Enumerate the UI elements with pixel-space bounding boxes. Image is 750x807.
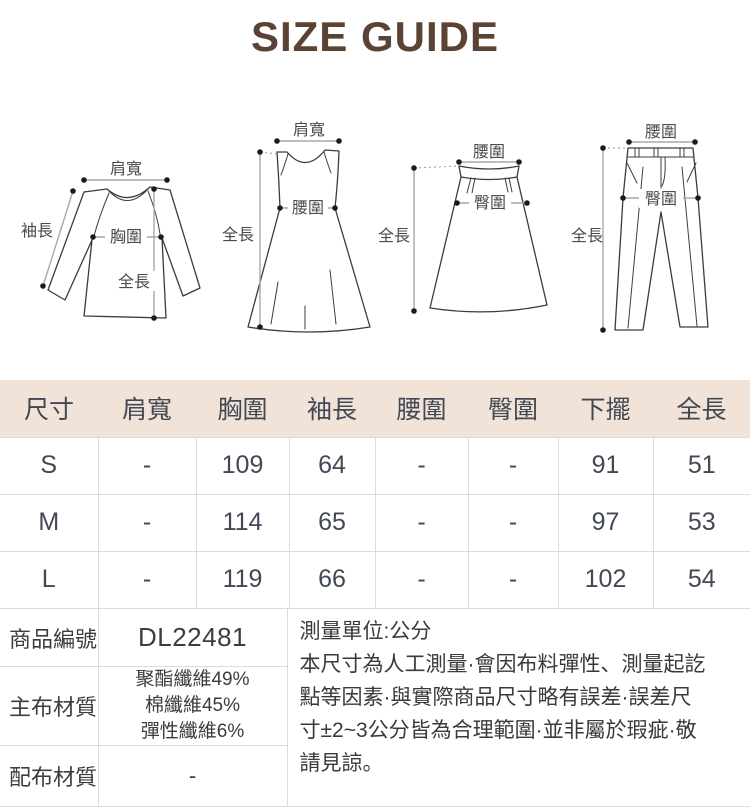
size-cell: 109	[195, 436, 290, 495]
size-row-s: S - 109 64 - - 91 51	[0, 436, 750, 495]
garment-diagrams: 肩寬 袖長 胸圍 全長	[0, 100, 750, 362]
dress-waist-label: 腰圍	[292, 199, 324, 217]
column-header-length: 全長	[653, 380, 750, 437]
size-cell: 53	[652, 493, 750, 552]
product-code-label: 商品編號	[0, 608, 99, 667]
size-table-header-row: 尺寸 肩寬 胸圍 袖長 腰圍 臀圍 下擺 全長	[0, 380, 750, 437]
skirt-diagram-icon: 腰圍 臀圍 全長	[378, 143, 548, 314]
column-header-waist: 腰圍	[375, 380, 468, 437]
size-cell: -	[97, 493, 197, 552]
note-line: 寸±2~3公分皆為合理範圍·並非屬於瑕疵·敬	[299, 719, 697, 742]
size-table: 尺寸 肩寬 胸圍 袖長 腰圍 臀圍 下擺 全長 S - 109 64 - - 9…	[0, 380, 750, 609]
size-diagrams-illustration: 肩寬 袖長 胸圍 全長	[21, 121, 709, 333]
skirt-waist-label: 腰圍	[473, 143, 505, 161]
dress-length-label: 全長	[222, 226, 254, 244]
product-code-row: 商品編號 DL22481 測量單位:公分 本尺寸為人工測量·會因布料彈性、測量起…	[0, 608, 750, 807]
lining-fabric-row: 配布材質 -	[0, 745, 750, 807]
fabric-line: 聚酯纖維49%	[135, 669, 250, 690]
size-cell: 114	[195, 493, 290, 552]
size-cell: 54	[652, 550, 750, 609]
size-cell: 102	[557, 550, 654, 609]
pants-waist-label: 腰圍	[645, 123, 677, 141]
main-fabric-row: 主布材質 聚酯纖維49% 棉纖維45% 彈性纖維6%	[0, 666, 750, 746]
top-shoulder-label: 肩寬	[110, 160, 142, 178]
pants-diagram-icon: 腰圍 臀圍 全長	[571, 123, 709, 333]
size-cell: -	[374, 493, 469, 552]
size-cell: 119	[195, 550, 290, 609]
note-line: 本尺寸為人工測量·會因布料彈性、測量起訖	[299, 653, 706, 676]
column-header-shoulder: 肩寬	[98, 380, 196, 437]
dress-diagram-icon: 肩寬 腰圍 全長	[222, 121, 371, 333]
note-line: 點等因素·與實際商品尺寸略有誤差·誤差尺	[299, 686, 692, 709]
size-cell: -	[467, 493, 559, 552]
size-cell: 64	[288, 436, 376, 495]
size-cell: 91	[557, 436, 654, 495]
size-cell: 51	[652, 436, 750, 495]
size-cell-label: M	[0, 493, 99, 552]
skirt-length-label: 全長	[378, 227, 410, 245]
column-header-sleeve: 袖長	[289, 380, 375, 437]
pants-length-label: 全長	[571, 227, 603, 245]
top-sleeve-label: 袖長	[21, 222, 53, 240]
top-length-label: 全長	[118, 273, 150, 291]
top-diagram-icon: 肩寬 袖長 胸圍 全長	[21, 160, 201, 321]
size-cell: 97	[557, 493, 654, 552]
lining-fabric-value: -	[97, 745, 288, 807]
column-header-hip: 臀圍	[468, 380, 558, 437]
size-cell-label: S	[0, 436, 99, 495]
fabric-line: 棉纖維45%	[144, 695, 241, 716]
size-cell: -	[374, 436, 469, 495]
size-row-l: L - 119 66 - - 102 54	[0, 550, 750, 609]
product-info-table: 商品編號 DL22481 測量單位:公分 本尺寸為人工測量·會因布料彈性、測量起…	[0, 608, 750, 807]
product-code-value: DL22481	[97, 608, 288, 667]
size-cell: -	[467, 550, 559, 609]
measurement-notes: 測量單位:公分 本尺寸為人工測量·會因布料彈性、測量起訖 點等因素·與實際商品尺…	[286, 608, 750, 807]
pants-hip-label: 臀圍	[645, 191, 677, 208]
column-header-chest: 胸圍	[196, 380, 289, 437]
top-chest-label: 胸圍	[110, 228, 142, 246]
size-cell: -	[467, 436, 559, 495]
page-title: SIZE GUIDE	[250, 13, 500, 60]
size-row-m: M - 114 65 - - 97 53	[0, 493, 750, 552]
size-cell: -	[97, 550, 197, 609]
size-cell: 65	[288, 493, 376, 552]
dress-shoulder-label: 肩寬	[293, 121, 325, 139]
lining-fabric-label: 配布材質	[0, 745, 99, 807]
note-line: 測量單位:公分	[299, 620, 432, 643]
size-cell: 66	[288, 550, 376, 609]
main-fabric-label: 主布材質	[0, 666, 99, 746]
size-cell-label: L	[0, 550, 99, 609]
note-line: 請見諒。	[299, 752, 384, 775]
main-fabric-value: 聚酯纖維49% 棉纖維45% 彈性纖維6%	[97, 666, 288, 746]
skirt-hip-label: 臀圍	[474, 195, 506, 212]
size-cell: -	[97, 436, 197, 495]
column-header-size: 尺寸	[0, 380, 98, 437]
column-header-hem: 下擺	[558, 380, 653, 437]
size-cell: -	[374, 550, 469, 609]
fabric-line: 彈性纖維6%	[140, 721, 245, 742]
